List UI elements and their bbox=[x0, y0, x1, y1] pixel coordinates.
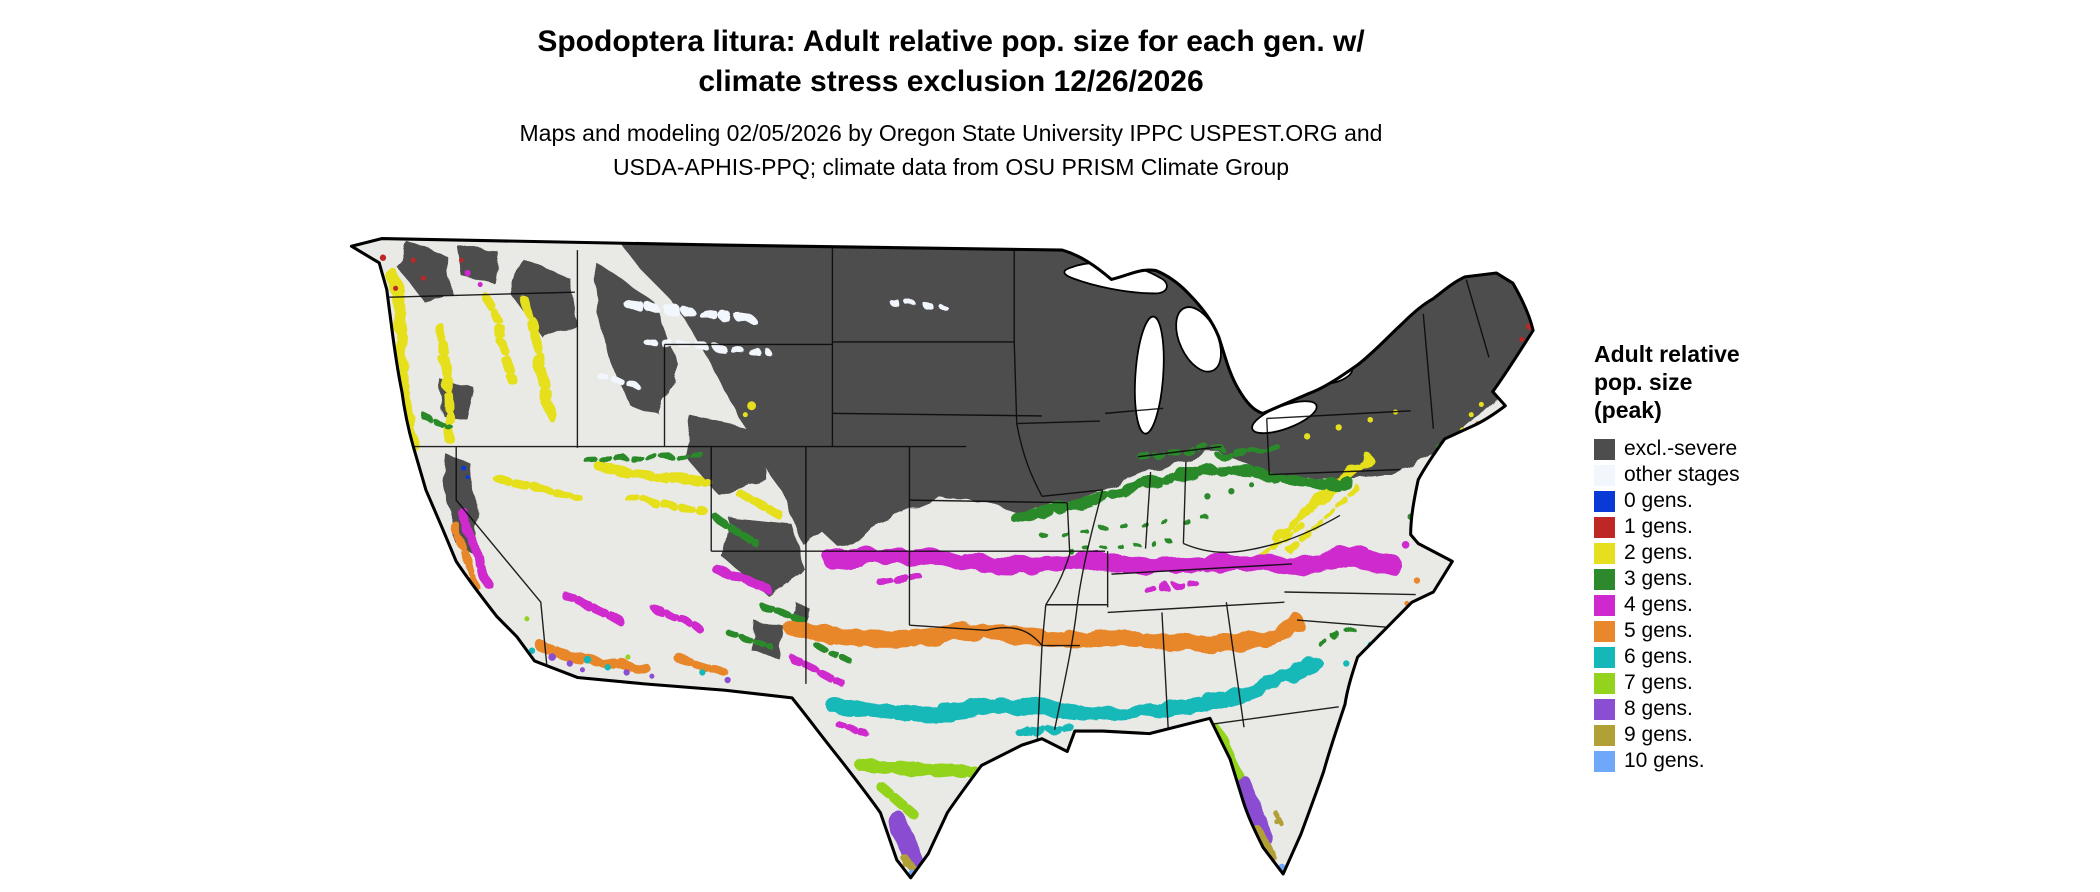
legend-color-swatch bbox=[1594, 542, 1615, 564]
legend: Adult relative pop. size (peak) excl.-se… bbox=[1594, 340, 1824, 774]
legend-item: 0 gens. bbox=[1594, 488, 1824, 514]
legend-item: 3 gens. bbox=[1594, 566, 1824, 592]
legend-color-swatch bbox=[1594, 568, 1615, 590]
us-outline bbox=[349, 237, 1535, 880]
legend-item-label: 9 gens. bbox=[1624, 723, 1693, 746]
legend-item: 6 gens. bbox=[1594, 644, 1824, 670]
us-map-container bbox=[335, 222, 1547, 888]
legend-title: Adult relative pop. size (peak) bbox=[1594, 340, 1824, 424]
state-borders bbox=[385, 247, 1490, 748]
dots-8-gens bbox=[548, 653, 731, 684]
legend-color-swatch bbox=[1594, 594, 1615, 616]
legend-item: 5 gens. bbox=[1594, 618, 1824, 644]
legend-item-label: 7 gens. bbox=[1624, 671, 1693, 694]
legend-item-label: 3 gens. bbox=[1624, 567, 1693, 590]
legend-item-label: 4 gens. bbox=[1624, 593, 1693, 616]
legend-item: 2 gens. bbox=[1594, 540, 1824, 566]
legend-color-swatch bbox=[1594, 516, 1615, 538]
legend-item: 7 gens. bbox=[1594, 670, 1824, 696]
page-title-line1: Spodoptera litura: Adult relative pop. s… bbox=[537, 25, 1365, 58]
dots-2-gens bbox=[742, 401, 1484, 440]
legend-title-line2: pop. size bbox=[1594, 369, 1693, 395]
legend-title-line1: Adult relative bbox=[1594, 341, 1740, 367]
legend-color-swatch bbox=[1594, 750, 1615, 772]
legend-item: other stages bbox=[1594, 462, 1824, 488]
legend-color-swatch bbox=[1594, 620, 1615, 642]
map-body bbox=[351, 238, 1534, 878]
page-title-line2: climate stress exclusion 12/26/2026 bbox=[698, 65, 1204, 98]
lake-michigan bbox=[1133, 315, 1165, 435]
legend-color-swatch bbox=[1594, 490, 1615, 512]
legend-item: 4 gens. bbox=[1594, 592, 1824, 618]
legend-title-line3: (peak) bbox=[1594, 397, 1662, 423]
dots-0-gens bbox=[461, 465, 470, 480]
legend-item-label: 8 gens. bbox=[1624, 697, 1693, 720]
us-map bbox=[349, 237, 1535, 880]
legend-item: 8 gens. bbox=[1594, 696, 1824, 722]
subtitle: Maps and modeling 02/05/2026 by Oregon S… bbox=[0, 116, 1902, 184]
legend-color-swatch bbox=[1594, 438, 1615, 460]
legend-color-swatch bbox=[1594, 724, 1615, 746]
legend-item-label: 5 gens. bbox=[1624, 619, 1693, 642]
legend-item-label: 6 gens. bbox=[1624, 645, 1693, 668]
legend-color-swatch bbox=[1594, 464, 1615, 486]
legend-color-swatch bbox=[1594, 698, 1615, 720]
legend-item: excl.-severe bbox=[1594, 436, 1824, 462]
legend-item: 9 gens. bbox=[1594, 722, 1824, 748]
band-9-gens bbox=[899, 808, 1285, 874]
legend-item-label: other stages bbox=[1624, 463, 1740, 486]
legend-item-label: 10 gens. bbox=[1624, 749, 1705, 772]
header: Spodoptera litura: Adult relative pop. s… bbox=[0, 22, 1902, 184]
legend-items: excl.-severe other stages 0 gens. 1 gens… bbox=[1594, 436, 1824, 774]
dots-9-gens bbox=[902, 819, 1280, 867]
legend-color-swatch bbox=[1594, 646, 1615, 668]
legend-item-label: 1 gens. bbox=[1624, 515, 1693, 538]
legend-item-label: 0 gens. bbox=[1624, 489, 1693, 512]
legend-color-swatch bbox=[1594, 672, 1615, 694]
subtitle-line2: USDA-APHIS-PPQ; climate data from OSU PR… bbox=[612, 154, 1290, 180]
band-3-gens bbox=[420, 412, 1358, 668]
legend-item-label: 2 gens. bbox=[1624, 541, 1693, 564]
legend-item: 1 gens. bbox=[1594, 514, 1824, 540]
legend-item: 10 gens. bbox=[1594, 748, 1824, 774]
subtitle-line1: Maps and modeling 02/05/2026 by Oregon S… bbox=[519, 120, 1383, 146]
legend-item-label: excl.-severe bbox=[1624, 437, 1738, 460]
dots-4-gens bbox=[464, 269, 1410, 549]
band-6-gens bbox=[824, 655, 1323, 737]
dots-10-gens bbox=[908, 863, 1286, 878]
band-4-gens bbox=[456, 505, 1402, 739]
